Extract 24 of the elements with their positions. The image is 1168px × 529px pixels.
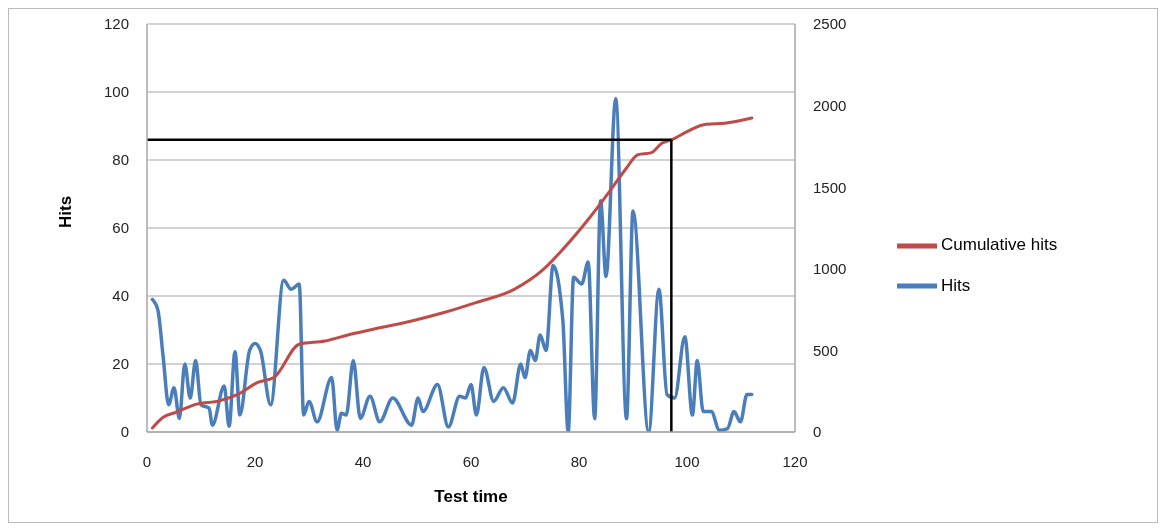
y2-tick-label: 1000 [813, 260, 847, 278]
x-tick-label: 100 [674, 452, 700, 470]
y2-tick-label: 2500 [813, 15, 847, 33]
y-tick-label: 0 [120, 423, 129, 441]
y-tick-label: 100 [103, 83, 129, 101]
legend-label: Hits [941, 275, 971, 295]
y2-tick-label: 2000 [813, 96, 847, 114]
y-tick-label: 60 [112, 219, 129, 237]
x-tick-label: 20 [246, 452, 264, 470]
y2-tick-label: 1500 [813, 178, 847, 196]
y-axis-title: Hits [56, 195, 76, 228]
y-tick-label: 40 [112, 287, 129, 305]
y2-tick-label: 500 [813, 341, 839, 359]
y-tick-label: 80 [112, 151, 129, 169]
x-tick-label: 120 [782, 452, 808, 470]
y-tick-label: 120 [103, 15, 129, 33]
x-tick-label: 40 [354, 452, 372, 470]
x-axis-title: Test time [434, 487, 508, 506]
y2-tick-label: 0 [813, 423, 822, 441]
legend-label: Cumulative hits [941, 234, 1058, 254]
x-tick-label: 60 [462, 452, 480, 470]
x-tick-label: 80 [570, 452, 588, 470]
y-tick-label: 20 [112, 355, 129, 373]
x-tick-label: 0 [142, 452, 152, 470]
